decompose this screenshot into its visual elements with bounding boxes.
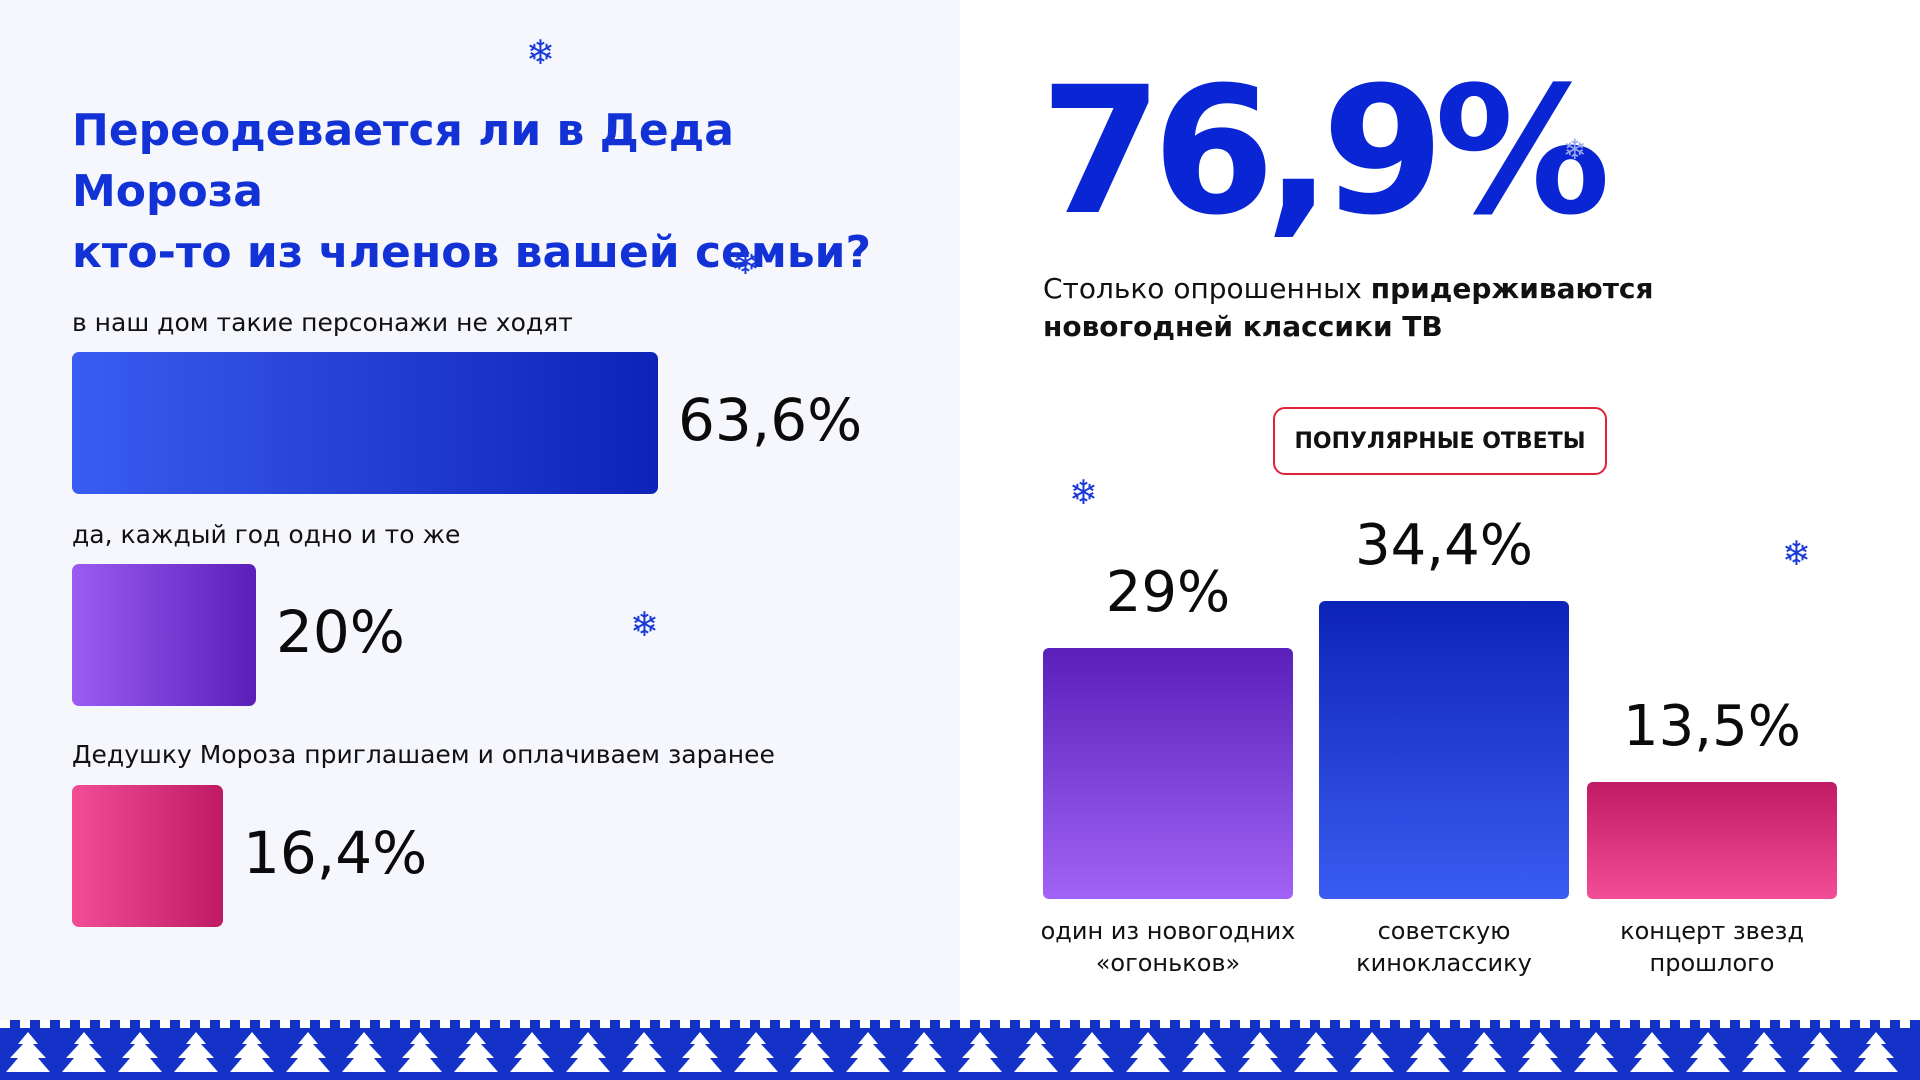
- popular-answers-badge: ПОПУЛЯРНЫЕ ОТВЕТЫ: [1273, 407, 1607, 475]
- knit-tree-motif: [398, 1032, 442, 1072]
- knit-tree-motif: [958, 1032, 1002, 1072]
- vbar-label-concert-stars-line-2: прошлого: [1649, 949, 1775, 977]
- bar-value-no-visitors: 63,6%: [678, 386, 863, 454]
- knit-tree-motif: [1798, 1032, 1842, 1072]
- bar-invite-paid: [72, 785, 223, 927]
- vbar-ogonki: [1043, 648, 1293, 899]
- knit-tree-motif: [790, 1032, 834, 1072]
- knit-tree-motif: [566, 1032, 610, 1072]
- knit-tree-motif: [846, 1032, 890, 1072]
- knit-tree-motif: [286, 1032, 330, 1072]
- knit-tree-motif: [1574, 1032, 1618, 1072]
- knit-tree-motif: [1070, 1032, 1114, 1072]
- big-stat-value: 76,9%: [1040, 49, 1611, 254]
- knit-tree-pattern: [6, 1032, 1898, 1072]
- knit-tree-motif: [1350, 1032, 1394, 1072]
- knit-tree-motif: [1126, 1032, 1170, 1072]
- knit-tree-motif: [1238, 1032, 1282, 1072]
- stat-caption: Столько опрошенных придерживаются нового…: [1043, 270, 1743, 346]
- vbar-value-soviet-classics: 34,4%: [1355, 513, 1533, 578]
- stat-caption-bold-1: придерживаются: [1370, 272, 1654, 305]
- snowflake-icon: ❄: [1782, 534, 1811, 574]
- knit-tree-motif: [510, 1032, 554, 1072]
- knit-tree-motif: [174, 1032, 218, 1072]
- knit-tree-motif: [6, 1032, 50, 1072]
- knit-tree-motif: [1686, 1032, 1730, 1072]
- snowflake-icon: ❄: [731, 243, 760, 283]
- vbar-label-ogonki-line-2: «огоньков»: [1095, 949, 1241, 977]
- vbar-concert-stars: [1587, 782, 1837, 899]
- knit-tree-motif: [1182, 1032, 1226, 1072]
- vbar-label-ogonki-line-1: один из новогодних: [1040, 917, 1296, 945]
- knit-tree-motif: [622, 1032, 666, 1072]
- knit-tree-motif: [342, 1032, 386, 1072]
- stat-caption-plain: Столько опрошенных: [1043, 272, 1371, 305]
- stat-caption-bold-2: новогодней классики ТВ: [1043, 310, 1443, 343]
- knit-tree-motif: [118, 1032, 162, 1072]
- bar-label-no-visitors: в наш дом такие персонажи не ходят: [72, 308, 573, 337]
- question-line-2: кто-то из членов вашей семьи?: [72, 227, 872, 278]
- snowflake-icon: ❄: [526, 33, 555, 73]
- knit-tree-motif: [1406, 1032, 1450, 1072]
- knit-tree-motif: [1462, 1032, 1506, 1072]
- vbar-value-ogonki: 29%: [1105, 560, 1231, 625]
- knit-tree-motif: [1742, 1032, 1786, 1072]
- vbar-value-concert-stars: 13,5%: [1623, 694, 1801, 759]
- question-line-1: Переодевается ли в Деда Мороза: [72, 105, 734, 217]
- knit-pattern-footer: [0, 1020, 1920, 1080]
- bar-value-invite-paid: 16,4%: [243, 819, 428, 887]
- bar-no-visitors: [72, 352, 658, 494]
- knit-tree-motif: [1294, 1032, 1338, 1072]
- vbar-label-concert-stars-line-1: концерт звезд: [1620, 917, 1804, 945]
- vbar-label-soviet-classics-line-1: советскую: [1377, 917, 1511, 945]
- snowflake-icon: ❄: [1563, 133, 1587, 166]
- bar-label-invite-paid: Дедушку Мороза приглашаем и оплачиваем з…: [72, 740, 775, 769]
- bar-label-every-year: да, каждый год одно и то же: [72, 520, 461, 549]
- knit-tree-motif: [678, 1032, 722, 1072]
- vbar-label-soviet-classics-line-2: киноклассику: [1356, 949, 1532, 977]
- knit-tree-motif: [230, 1032, 274, 1072]
- knit-tree-motif: [62, 1032, 106, 1072]
- question-title: Переодевается ли в Деда Мороза кто-то из…: [72, 100, 892, 283]
- knit-stripe: [0, 1020, 1920, 1028]
- knit-tree-motif: [1014, 1032, 1058, 1072]
- vbar-label-soviet-classics: советскую киноклассику: [1299, 915, 1589, 979]
- vbar-label-ogonki: один из новогодних «огоньков»: [1023, 915, 1313, 979]
- knit-tree-motif: [734, 1032, 778, 1072]
- vbar-soviet-classics: [1319, 601, 1569, 899]
- knit-tree-motif: [1854, 1032, 1898, 1072]
- vbar-label-concert-stars: концерт звезд прошлого: [1567, 915, 1857, 979]
- knit-tree-motif: [454, 1032, 498, 1072]
- knit-tree-motif: [1630, 1032, 1674, 1072]
- bar-every-year: [72, 564, 256, 706]
- snowflake-icon: ❄: [1069, 473, 1098, 513]
- snowflake-icon: ❄: [630, 605, 659, 645]
- knit-tree-motif: [902, 1032, 946, 1072]
- bar-value-every-year: 20%: [276, 598, 405, 666]
- knit-tree-motif: [1518, 1032, 1562, 1072]
